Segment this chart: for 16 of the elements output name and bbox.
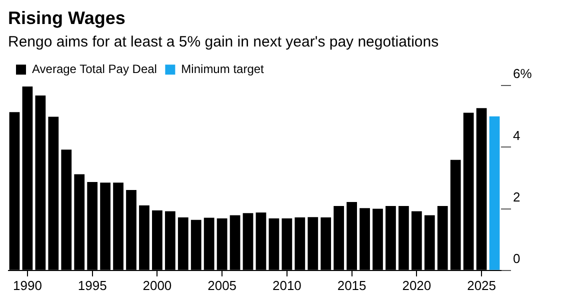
x-tick-label: 1990 xyxy=(13,278,42,293)
x-tick-label: 2005 xyxy=(208,278,237,293)
x-tick-label: 2010 xyxy=(272,278,302,293)
y-tick-label: 6% xyxy=(513,66,532,82)
x-tick-label: 2000 xyxy=(142,278,172,293)
y-tick-label: 2 xyxy=(513,189,520,204)
legend-label: Average Total Pay Deal xyxy=(32,62,157,76)
x-tick-label: 2025 xyxy=(467,278,496,293)
x-tick-label: 2020 xyxy=(402,278,432,293)
x-tick-label: 2015 xyxy=(337,278,366,293)
legend-label: Minimum target xyxy=(181,62,265,76)
chart-subtitle: Rengo aims for at least a 5% gain in next year's pay negotiations xyxy=(8,34,439,51)
chart-title: Rising Wages xyxy=(8,8,126,28)
y-tick-label: 0 xyxy=(513,250,520,266)
x-tick-label: 1995 xyxy=(78,278,107,293)
y-tick-label: 4 xyxy=(513,128,520,143)
